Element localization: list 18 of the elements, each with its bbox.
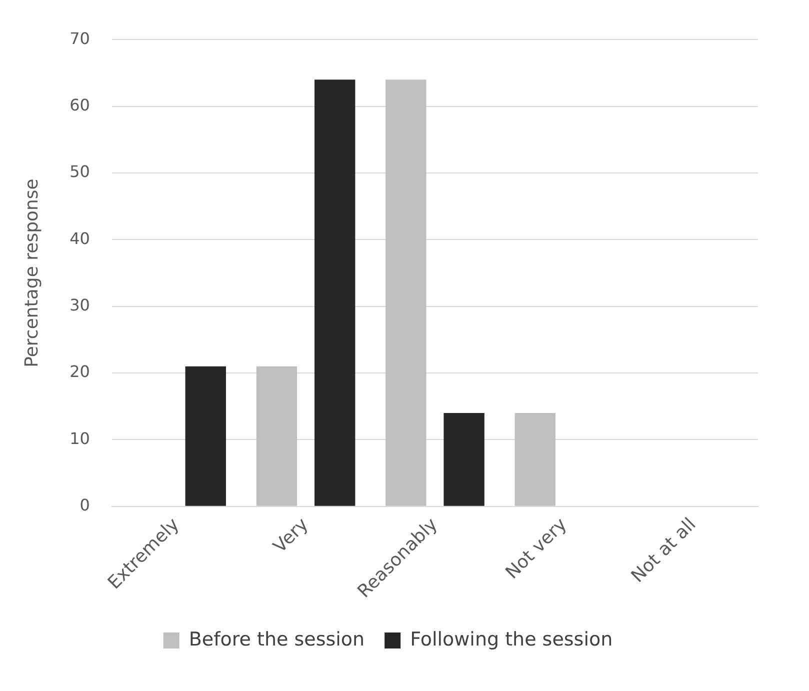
bar [386,80,426,506]
y-tick-label: 60 [70,95,90,114]
y-tick-label: 0 [80,496,90,515]
bar [256,366,298,506]
x-tick-label: Not at all [627,514,700,587]
y-tick-label: 70 [70,28,90,48]
bar [514,413,556,506]
y-tick-label: 10 [70,428,90,448]
y-tick-label: 30 [70,295,90,314]
y-tick-label: 20 [70,362,90,382]
y-tick-label: 40 [70,228,90,248]
bar [444,413,484,506]
y-tick-label: 50 [70,162,90,182]
bar [314,80,356,506]
y-axis-title: Percentage response [21,178,42,368]
legend-label: Following the session [410,628,613,650]
legend-label: Before the session [188,628,365,650]
bar [185,366,226,506]
